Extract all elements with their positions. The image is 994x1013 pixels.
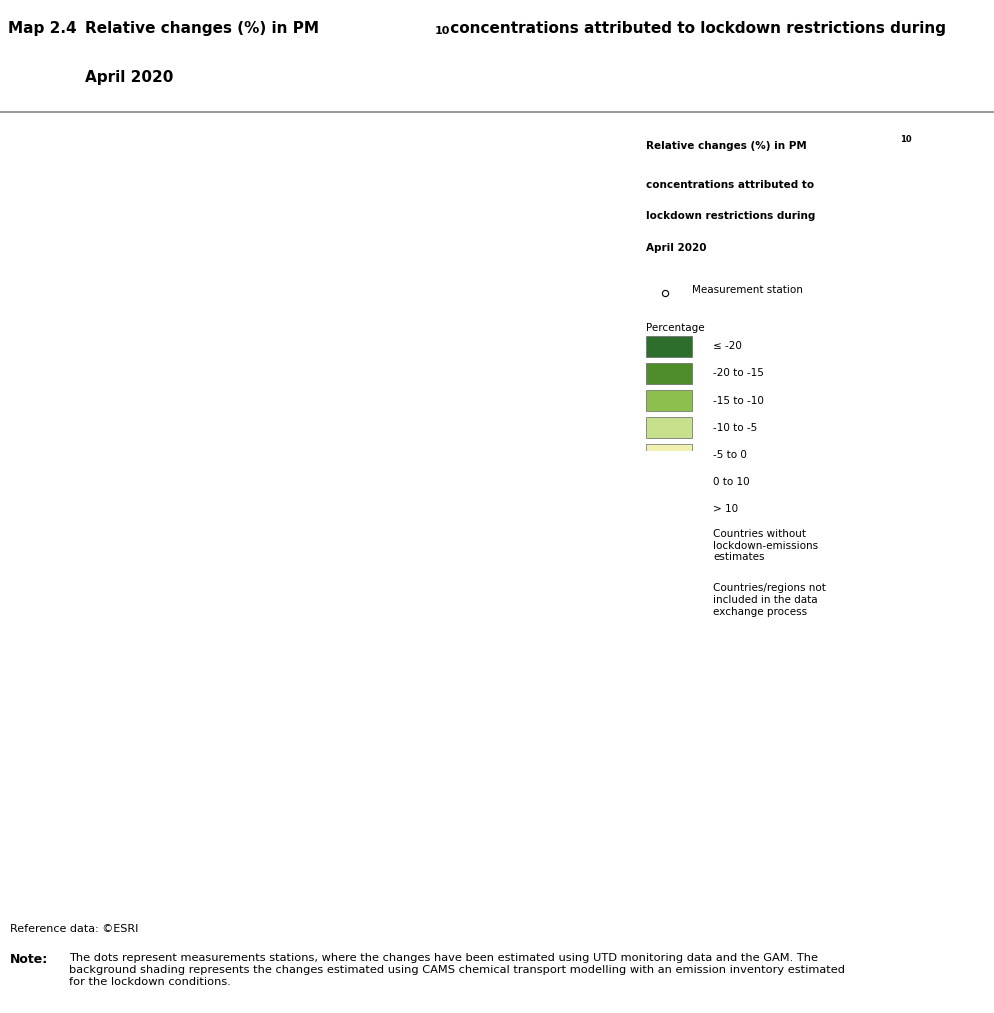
Text: Relative changes (%) in PM: Relative changes (%) in PM — [645, 141, 806, 151]
Text: 10: 10 — [900, 135, 911, 144]
Bar — [645, 590, 691, 610]
Bar — [645, 336, 691, 357]
Text: Measurement station: Measurement station — [691, 285, 802, 295]
Text: -5 to 0: -5 to 0 — [713, 450, 746, 460]
Text: > 10: > 10 — [713, 504, 738, 514]
Text: April 2020: April 2020 — [84, 70, 173, 85]
Text: The dots represent measurements stations, where the changes have been estimated : The dots represent measurements stations… — [69, 953, 844, 987]
Bar — [645, 498, 691, 520]
Bar — [645, 471, 691, 492]
Text: -10 to -5: -10 to -5 — [713, 422, 756, 433]
Bar — [645, 417, 691, 438]
Bar — [645, 445, 691, 465]
Text: Countries without
lockdown-emissions
estimates: Countries without lockdown-emissions est… — [713, 529, 817, 562]
Text: 0 to 10: 0 to 10 — [713, 477, 748, 487]
Text: 10: 10 — [434, 25, 449, 35]
Text: Reference data: ©ESRI: Reference data: ©ESRI — [10, 925, 138, 934]
Text: concentrations attributed to: concentrations attributed to — [645, 179, 813, 189]
Text: concentrations attributed to lockdown restrictions during: concentrations attributed to lockdown re… — [444, 21, 945, 36]
Point — [657, 285, 673, 301]
Bar — [645, 535, 691, 556]
Text: -20 to -15: -20 to -15 — [713, 369, 763, 379]
Text: April 2020: April 2020 — [645, 243, 706, 253]
Text: Countries/regions not
included in the data
exchange process: Countries/regions not included in the da… — [713, 583, 825, 617]
Text: Percentage: Percentage — [645, 323, 704, 333]
Text: lockdown restrictions during: lockdown restrictions during — [645, 212, 814, 222]
Text: Relative changes (%) in PM: Relative changes (%) in PM — [84, 21, 318, 36]
Text: Map 2.4: Map 2.4 — [8, 21, 77, 36]
Text: ≤ -20: ≤ -20 — [713, 341, 742, 352]
Text: Note:: Note: — [10, 953, 48, 966]
Bar — [645, 363, 691, 384]
Bar — [645, 390, 691, 411]
Text: -15 to -10: -15 to -10 — [713, 395, 763, 405]
